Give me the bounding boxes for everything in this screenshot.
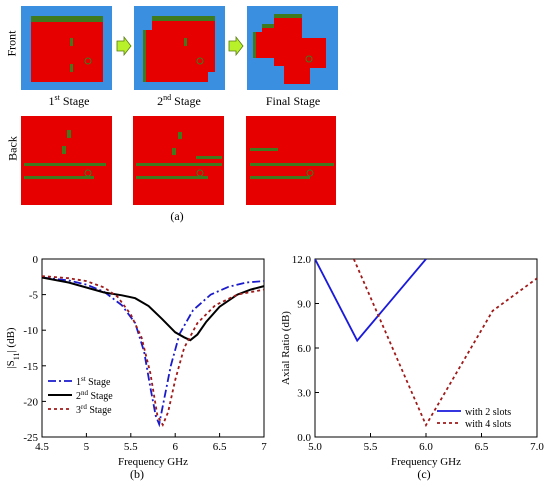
y-tick-label: 12.0 <box>292 254 312 266</box>
s11-chart: 4.5 5 5.5 6 6.5 7 0 -5 -10 -15 -20 -25 Frequency GHz… <box>5 254 267 468</box>
front-stage-2-panel <box>134 6 225 90</box>
x-tick-label: 7.0 <box>530 441 544 453</box>
x-tick-label: 5.0 <box>308 441 322 453</box>
stage-arrow-2 <box>228 35 244 57</box>
front-stage-1-panel <box>21 6 112 90</box>
y-tick-label: -5 <box>29 290 39 302</box>
x-tick-label: 5.5 <box>124 441 138 453</box>
patch <box>31 16 103 82</box>
stage-arrow-1 <box>116 35 132 57</box>
y-axis-label: Axial Ratio (dB) <box>280 311 292 385</box>
y-axis-label: |S11| (dB) <box>5 327 21 368</box>
slot <box>70 38 73 46</box>
series-line-1 <box>41 276 265 428</box>
caption-c: (c) <box>417 467 431 481</box>
y-tick-label: 6.0 <box>297 343 311 355</box>
caption-b: (b) <box>130 467 144 481</box>
legend-label-2: with 4 slots <box>465 419 511 430</box>
y-tick-label: -25 <box>23 432 38 444</box>
legend-label-3: 3rd Stage <box>76 403 112 416</box>
y-tick-label: 3.0 <box>297 388 311 400</box>
back-stage-2-panel <box>133 116 224 205</box>
x-tick-label: 6 <box>172 441 178 453</box>
x-tick-label: 5.5 <box>364 441 378 453</box>
y-tick-label: -10 <box>23 325 38 337</box>
x-tick-label: 6.5 <box>213 441 227 453</box>
legend-label-1: 1st Stage <box>76 375 111 388</box>
series-line-2 <box>41 276 265 342</box>
back-stage-final-panel <box>246 116 336 205</box>
x-tick-label: 5 <box>84 441 90 453</box>
x-axis-label: Frequency GHz <box>391 456 461 468</box>
front-stage-final-panel <box>247 6 338 90</box>
legend-label-1: with 2 slots <box>465 407 511 418</box>
x-tick-label: 7 <box>261 441 267 453</box>
stage-label-1: 1st Stage <box>48 93 90 108</box>
series-line-1 <box>315 259 427 343</box>
slot <box>70 64 73 72</box>
y-tick-label: 0 <box>33 254 39 266</box>
plot-frame <box>41 258 265 438</box>
x-tick-label: 6.0 <box>419 441 433 453</box>
caption-a: (a) <box>170 209 184 223</box>
back-stage-1-panel <box>21 116 112 205</box>
series-line-2 <box>352 259 537 428</box>
slot <box>31 16 103 22</box>
x-tick-label: 4.5 <box>35 441 49 453</box>
axial-ratio-chart: 5.0 5.5 6.0 6.5 7.0 12.0 9.0 6.0 3.0 0.0 Frequency… <box>280 254 544 468</box>
antenna-stage-panels <box>21 6 338 205</box>
x-axis-label: Frequency GHz <box>118 456 188 468</box>
feed-point <box>84 57 92 65</box>
y-tick-label: -20 <box>23 396 38 408</box>
legend-label-2: 2nd Stage <box>76 389 113 402</box>
series-line-3 <box>41 275 265 427</box>
y-tick-label: 9.0 <box>297 299 311 311</box>
stage-label-final: Final Stage <box>265 94 321 108</box>
x-tick-label: 6.5 <box>475 441 489 453</box>
y-tick-label: 0.0 <box>297 432 311 444</box>
stage-label-2: 2nd Stage <box>157 93 201 108</box>
y-tick-label: -15 <box>23 361 38 373</box>
